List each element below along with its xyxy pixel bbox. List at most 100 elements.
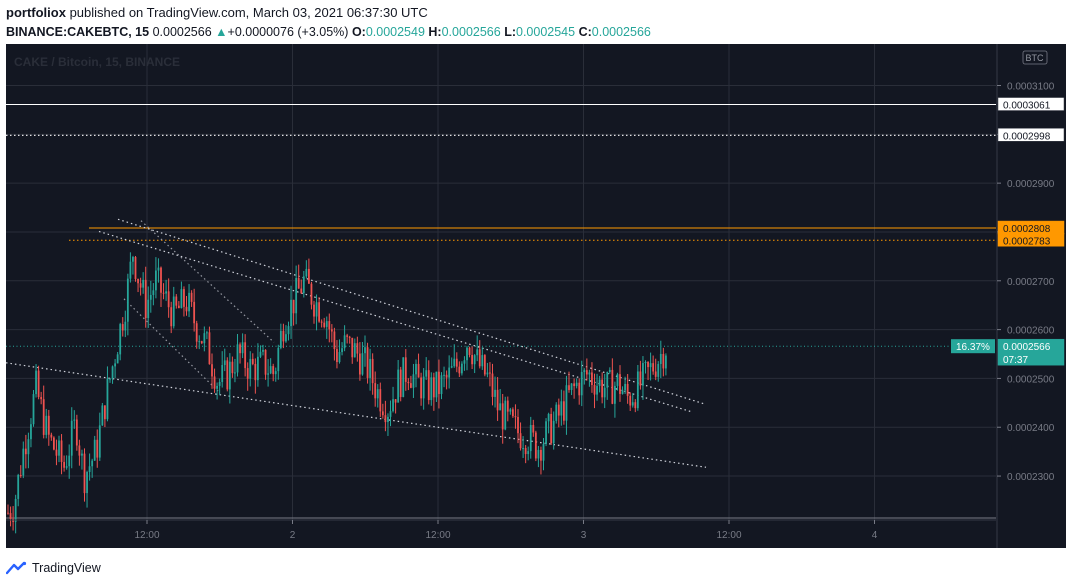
candle-body[interactable] <box>476 349 479 356</box>
candle-body[interactable] <box>448 367 451 378</box>
candle-body[interactable] <box>639 371 642 386</box>
candle-body[interactable] <box>177 305 180 309</box>
candle-body[interactable] <box>404 357 407 382</box>
candle-body[interactable] <box>104 405 106 420</box>
candle-body[interactable] <box>144 279 147 318</box>
candle-body[interactable] <box>353 343 356 358</box>
candle-body[interactable] <box>583 370 586 373</box>
candle-body[interactable] <box>32 394 35 425</box>
candle-body[interactable] <box>593 385 596 395</box>
candle-body[interactable] <box>78 445 81 456</box>
candle-body[interactable] <box>318 302 320 322</box>
candle-body[interactable] <box>394 399 397 403</box>
candle-body[interactable] <box>315 302 318 317</box>
candle-body[interactable] <box>152 290 155 295</box>
trendline[interactable] <box>140 220 275 343</box>
candle-body[interactable] <box>415 363 417 375</box>
candle-body[interactable] <box>98 425 101 458</box>
candle-body[interactable] <box>512 409 514 417</box>
candle-body[interactable] <box>555 404 558 421</box>
candle-body[interactable] <box>606 372 609 388</box>
candle-body[interactable] <box>468 347 471 355</box>
candle-body[interactable] <box>262 349 264 352</box>
candle-body[interactable] <box>341 348 343 353</box>
candle-body[interactable] <box>231 361 234 374</box>
candle-body[interactable] <box>167 291 170 308</box>
candle-body[interactable] <box>420 377 422 399</box>
candle-body[interactable] <box>336 349 338 363</box>
candle-body[interactable] <box>662 353 665 369</box>
candle-body[interactable] <box>290 299 292 327</box>
candle-body[interactable] <box>647 361 649 368</box>
candle-body[interactable] <box>517 416 519 434</box>
candle-body[interactable] <box>308 268 310 284</box>
candle-body[interactable] <box>545 421 547 444</box>
candle-body[interactable] <box>366 347 369 378</box>
candle-body[interactable] <box>504 400 507 430</box>
candle-body[interactable] <box>249 358 252 379</box>
candle-body[interactable] <box>295 277 298 314</box>
candle-body[interactable] <box>60 440 63 462</box>
candle-body[interactable] <box>190 292 193 302</box>
candle-body[interactable] <box>211 364 213 377</box>
candle-body[interactable] <box>524 448 527 455</box>
candle-body[interactable] <box>616 374 619 386</box>
candle-body[interactable] <box>374 383 377 399</box>
candle-body[interactable] <box>634 402 637 409</box>
candle-body[interactable] <box>137 278 139 284</box>
time-axis[interactable]: 12:00 2 12:00 3 12:00 4 <box>6 519 996 541</box>
candle-body[interactable] <box>496 389 499 411</box>
candle-body[interactable] <box>440 375 443 395</box>
candle-body[interactable] <box>601 379 604 398</box>
candle-body[interactable] <box>614 385 616 404</box>
candle-body[interactable] <box>93 439 96 461</box>
candle-body[interactable] <box>458 366 461 374</box>
candle-body[interactable] <box>45 415 48 435</box>
candle-body[interactable] <box>381 411 384 416</box>
candle-body[interactable] <box>621 390 624 394</box>
candle-body[interactable] <box>313 304 315 317</box>
candle-body[interactable] <box>369 358 371 378</box>
candle-body[interactable] <box>35 370 37 395</box>
candle-body[interactable] <box>254 363 257 381</box>
candle-body[interactable] <box>657 363 660 377</box>
candle-body[interactable] <box>121 324 124 331</box>
candle-body[interactable] <box>534 432 537 459</box>
candle-body[interactable] <box>241 342 244 354</box>
candle-body[interactable] <box>58 440 60 456</box>
candle-body[interactable] <box>147 299 150 318</box>
candle-body[interactable] <box>540 449 542 461</box>
candle-body[interactable] <box>285 334 287 342</box>
candle-body[interactable] <box>251 358 254 364</box>
candle-body[interactable] <box>7 512 9 514</box>
candle-body[interactable] <box>310 283 313 305</box>
currency-badge[interactable] <box>1022 50 1048 65</box>
candle-body[interactable] <box>629 395 632 406</box>
candle-body[interactable] <box>259 351 262 357</box>
trendline[interactable] <box>5 362 707 468</box>
candle-body[interactable] <box>402 357 405 397</box>
candle-body[interactable] <box>588 372 591 375</box>
candle-body[interactable] <box>195 323 198 342</box>
candle-body[interactable] <box>522 448 524 450</box>
candle-body[interactable] <box>644 361 647 364</box>
candle-body[interactable] <box>126 278 129 322</box>
candle-body[interactable] <box>42 399 45 435</box>
candle-body[interactable] <box>509 409 512 412</box>
candlestick-chart[interactable]: CAKE / Bitcoin, 15, BINANCE 0.00031000.0… <box>5 44 1066 548</box>
candle-body[interactable] <box>236 344 239 373</box>
candle-body[interactable] <box>532 424 535 433</box>
candle-body[interactable] <box>305 268 308 277</box>
candle-body[interactable] <box>573 383 575 387</box>
candle-body[interactable] <box>489 372 491 374</box>
candle-body[interactable] <box>435 371 438 398</box>
candle-body[interactable] <box>346 335 349 337</box>
candle-body[interactable] <box>302 276 305 294</box>
candle-body[interactable] <box>269 366 272 374</box>
candle-body[interactable] <box>407 381 410 384</box>
candle-body[interactable] <box>481 355 484 367</box>
candle-body[interactable] <box>170 307 173 327</box>
candle-body[interactable] <box>86 472 88 494</box>
candle-body[interactable] <box>432 377 435 398</box>
candle-body[interactable] <box>234 372 236 374</box>
